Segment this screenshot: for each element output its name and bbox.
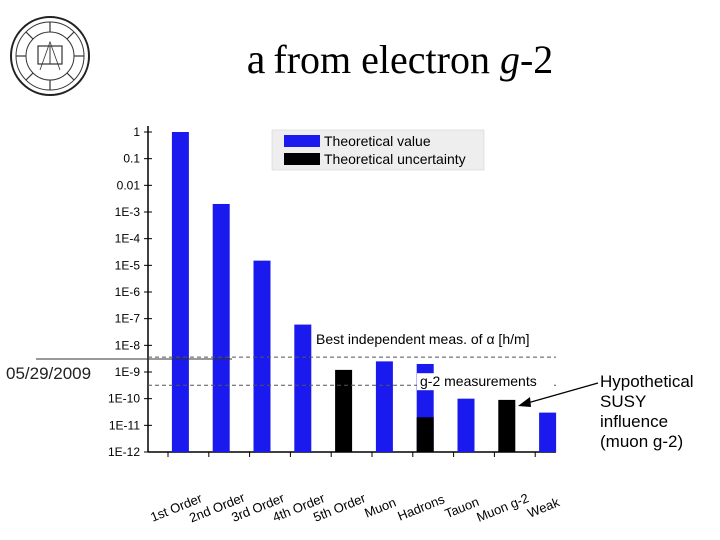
x-tick-label: Muon (362, 494, 398, 520)
annotation-line-3: influence (600, 412, 669, 431)
legend-swatch (284, 135, 320, 147)
title-g: g (499, 37, 520, 82)
title-suffix: -2 (519, 37, 554, 82)
x-tick-label: Tauon (443, 494, 481, 521)
annotation-arrowhead (518, 397, 531, 407)
y-tick-label: 1E-5 (115, 258, 141, 272)
annotation-line-4: (muon g-2) (600, 432, 684, 451)
university-seal-icon (10, 16, 90, 96)
date-label: 05/29/2009 (6, 364, 92, 383)
reference-line-label: g-2 measurements (420, 373, 537, 389)
reference-label-bg (417, 373, 553, 391)
y-tick-label: 1E-6 (115, 285, 141, 299)
legend-label: Theoretical uncertainty (324, 151, 466, 167)
y-tick-label: 1 (133, 125, 140, 139)
value-bar (457, 398, 475, 452)
y-tick-label: 1E-8 (115, 338, 141, 352)
annotation-line-2: SUSY (600, 392, 647, 411)
value-bar (375, 361, 393, 452)
uncertainty-bar (498, 399, 516, 452)
uncertainty-bar (335, 369, 353, 452)
annotation-arrow-line (523, 382, 599, 405)
alpha-symbol: a (246, 37, 266, 83)
y-tick-label: 1E-12 (108, 445, 140, 459)
uncertainty-bar (416, 417, 434, 452)
title-from: from electron (273, 37, 500, 82)
annotation-line-1: Hypothetical (600, 372, 694, 391)
value-bar (294, 324, 312, 452)
value-bar (171, 132, 189, 452)
y-tick-label: 0.1 (123, 152, 140, 166)
y-tick-label: 1E-4 (115, 232, 141, 246)
x-tick-label: Hadrons (395, 491, 447, 524)
slide-title: a from electron g-2 (150, 36, 650, 84)
y-tick-label: 1E-10 (108, 392, 140, 406)
legend-label: Theoretical value (324, 133, 431, 149)
x-tick-label: Muon g-2 (474, 490, 531, 524)
susy-annotation: Hypothetical SUSY influence (muon g-2) (600, 372, 694, 452)
y-tick-label: 0.01 (117, 178, 141, 192)
y-tick-label: 1E-3 (115, 205, 141, 219)
y-tick-label: 1E-7 (115, 312, 141, 326)
value-bar (253, 260, 271, 452)
y-tick-label: 1E-9 (115, 365, 141, 379)
y-tick-label: 1E-11 (109, 418, 140, 432)
legend-swatch (284, 153, 320, 165)
x-tick-label: Weak (525, 494, 562, 520)
value-bar (539, 412, 557, 452)
reference-line-label: Best independent meas. of α [h/m] (316, 331, 530, 347)
value-bar (212, 203, 230, 452)
